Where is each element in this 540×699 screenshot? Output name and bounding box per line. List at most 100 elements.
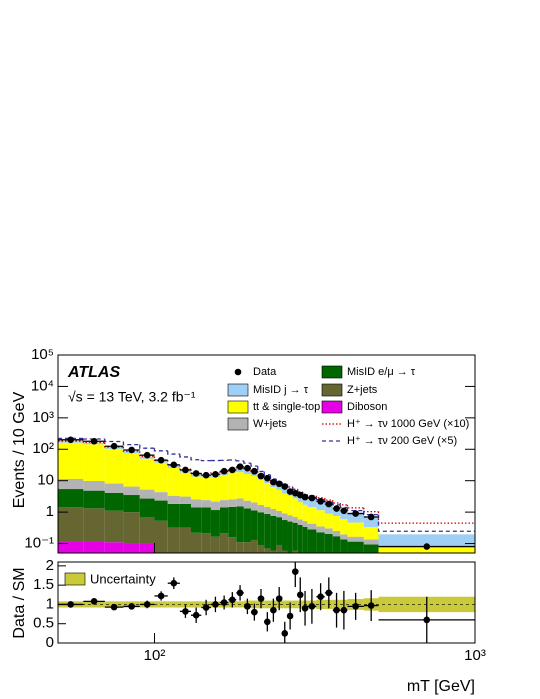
stack-segment [297,502,303,520]
stack-segment [292,522,298,551]
legend-marker [227,383,249,397]
stack-segment [167,468,180,496]
stack-segment [378,534,475,548]
stack-segment [282,575,287,603]
legend-label: Uncertainty [90,571,156,586]
y-tick-label: 1 [46,595,54,612]
stack-segment [340,509,348,520]
x-axis-label: mT [GeV] [407,678,475,695]
ratio-point [281,630,289,637]
signal-line [243,460,251,464]
stack-segment [325,564,333,578]
legend-label: Data [253,366,277,378]
ratio-point [251,608,258,616]
stack-segment [201,477,211,501]
stack-segment [58,507,84,542]
stack-segment [243,474,251,501]
stack-segment [243,542,251,553]
ratio-point [301,604,309,612]
stack-segment [154,462,168,493]
stack-segment [250,476,258,503]
stack-segment [347,512,364,523]
ratio-point [296,591,304,599]
signal-line [257,466,265,473]
stack-segment [179,503,192,528]
stack-segment [104,483,124,493]
ratio-point [340,606,348,614]
signal-line [292,486,298,490]
stack-segment [324,513,333,529]
y-tick-label: 10⁻¹ [24,535,54,552]
ratio-point [110,603,118,611]
stack-segment [179,472,192,497]
stack-segment [139,543,155,553]
ratio-point [264,618,271,626]
stack-segment [332,536,341,553]
ratio-point [286,612,294,620]
stack-segment [302,526,308,553]
stack-segment [378,547,475,553]
stack-segment [363,544,379,553]
stack-segment [250,539,258,553]
stack-segment [191,532,202,553]
stack-segment [276,484,283,490]
stack-segment [257,504,265,513]
stack-segment [282,513,288,521]
x-tick-label: 10³ [464,647,486,664]
stack-segment [139,516,155,544]
data-point [157,456,165,464]
legend-label: H⁺ → τν 1000 GeV (×10) [347,418,469,430]
stack-segment [270,487,277,509]
signal-line [190,456,202,461]
stack-segment [58,541,84,553]
stack-segment [123,495,140,513]
ratio-y-axis-label: Data / SM [11,567,28,638]
ratio-point [333,606,340,614]
stack-segment [58,478,84,490]
ratio-point [367,602,375,609]
stack-segment [154,500,168,521]
stack-segment [282,520,288,551]
data-point [291,489,299,497]
y-tick-label: 10⁵ [31,346,54,363]
signal-line [200,459,211,462]
ratio-point [212,601,219,608]
data-point [423,543,431,550]
data-point [251,467,258,475]
stack-segment [210,536,220,553]
y-tick-label: 1 [46,503,54,520]
main-frame [57,354,476,554]
stack-segment [243,500,251,509]
uncertainty-band [264,600,271,609]
stack-segment [228,537,237,553]
stack-segment [58,442,84,479]
stack-segment [307,529,317,553]
legend-marker [234,368,242,376]
signal-line [332,501,341,506]
stack-segment [324,533,333,553]
legend-marker [321,400,343,414]
energy-label: √s = 13 TeV, 3.2 fb⁻¹ [68,389,196,405]
stack-segment [257,544,265,553]
signal-line [297,489,303,493]
stack-segment [179,496,192,504]
signal-line [263,471,271,476]
legend-marker [227,400,249,414]
stack-segment [292,516,298,523]
data-point [170,461,178,469]
stack-segment [379,557,475,561]
stack-segment [363,527,379,540]
signal-line [339,504,348,509]
ratio-point [128,603,135,610]
stack-segment [270,550,277,553]
stack-segment [219,474,229,501]
stack-segment [243,508,251,543]
stack-segment [219,507,229,534]
stack-segment [332,530,341,537]
stack-segment [303,556,308,575]
stack-segment [250,510,258,540]
y-tick-label: 2 [46,557,54,574]
stack-segment [324,504,333,514]
data-point [202,471,210,479]
stack-segment [123,512,140,544]
